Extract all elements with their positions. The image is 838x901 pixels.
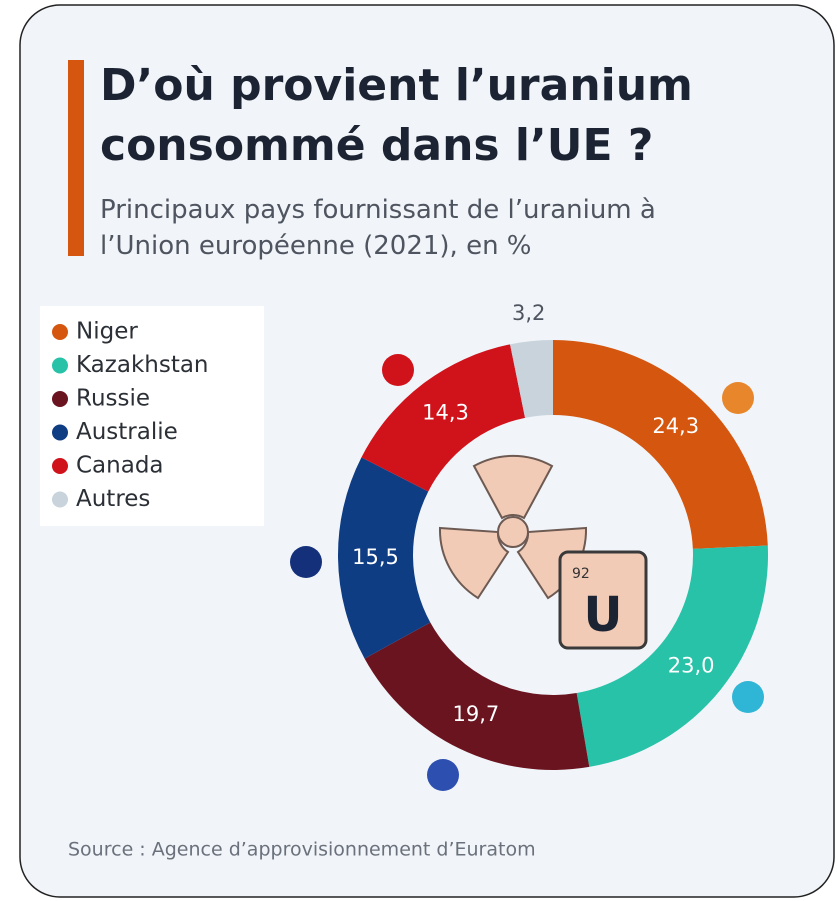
value-label: 24,3: [652, 414, 699, 438]
flag: [732, 681, 764, 713]
donut-segment: [553, 340, 768, 549]
value-label: 3,2: [512, 301, 545, 325]
donut-segment: [576, 545, 768, 767]
legend-marker: [52, 357, 68, 374]
legend-label: Autres: [76, 486, 150, 512]
chart-subtitle: Principaux pays fournissant de l’uranium…: [100, 195, 656, 261]
donut-segment: [361, 344, 526, 492]
donut-segment: [510, 340, 553, 418]
radiation-icon: [438, 454, 588, 600]
flag: [290, 546, 322, 578]
legend-label: Kazakhstan: [76, 352, 209, 378]
flag: [427, 759, 459, 791]
element-tile: [558, 550, 648, 650]
legend-marker: [52, 324, 68, 340]
legend-marker: [52, 391, 68, 407]
flag: [382, 354, 414, 386]
donut: [337, 340, 768, 770]
legend-box: [40, 306, 264, 526]
flag: [722, 382, 754, 414]
legend-label: Russie: [76, 386, 150, 412]
chart-title: D’où provient l’uranium consommé dans l’…: [100, 60, 693, 171]
element-number: 92: [572, 566, 590, 582]
legend-label: Australie: [76, 419, 178, 445]
donut-segment: [364, 622, 590, 770]
accent-bar: [68, 60, 84, 256]
value-label: 15,5: [352, 545, 399, 569]
value-label: 14,3: [422, 401, 469, 425]
legend-label: Niger: [76, 319, 138, 345]
legend-marker: [52, 491, 68, 508]
donut-segment: [337, 457, 431, 659]
legend-marker: [52, 424, 68, 441]
legend-label: Canada: [76, 453, 164, 479]
legend-marker: [52, 458, 68, 474]
value-label: 19,7: [453, 702, 500, 726]
element-symbol: U: [584, 587, 623, 643]
value-label: 23,0: [668, 653, 715, 677]
source: Source : Agence d’approvisionnement d’Eu…: [68, 839, 536, 861]
